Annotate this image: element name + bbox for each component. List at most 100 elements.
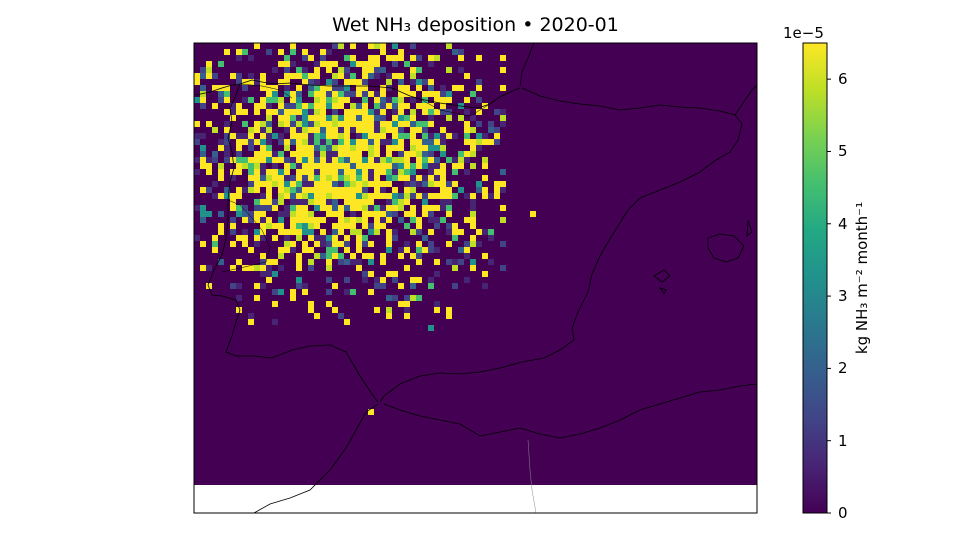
heatmap-cell xyxy=(410,91,416,97)
heatmap-cell xyxy=(296,217,302,223)
heatmap-cell xyxy=(218,91,224,97)
heatmap-cell xyxy=(248,187,254,193)
heatmap-cell xyxy=(296,205,302,211)
heatmap-cell xyxy=(314,79,320,85)
heatmap-cell xyxy=(236,259,242,265)
heatmap-cell xyxy=(374,187,380,193)
heatmap-cell xyxy=(458,187,464,193)
heatmap-cell xyxy=(284,229,290,235)
heatmap-cell xyxy=(326,175,332,181)
heatmap-cell xyxy=(470,139,476,145)
heatmap-cell xyxy=(338,157,344,163)
colorbar-tick-label: 2 xyxy=(838,359,848,378)
heatmap-cell xyxy=(332,247,338,253)
heatmap-cell xyxy=(266,277,272,283)
heatmap-cell xyxy=(380,283,386,289)
heatmap-cell xyxy=(392,115,398,121)
heatmap-cell xyxy=(236,295,242,301)
heatmap-cell xyxy=(374,223,380,229)
heatmap-cell xyxy=(254,265,260,271)
heatmap-cell xyxy=(236,133,242,139)
heatmap-cell xyxy=(224,97,230,103)
heatmap-cell xyxy=(404,199,410,205)
heatmap-cell xyxy=(440,187,446,193)
heatmap-cell xyxy=(254,283,260,289)
heatmap-cell xyxy=(362,205,368,211)
heatmap-cell xyxy=(428,205,434,211)
heatmap-cell xyxy=(440,193,446,199)
heatmap-cell xyxy=(398,85,404,91)
heatmap-cell xyxy=(290,289,296,295)
heatmap-cell xyxy=(200,157,206,163)
heatmap-cell xyxy=(434,157,440,163)
heatmap-cell xyxy=(374,307,380,313)
heatmap-cell xyxy=(314,67,320,73)
heatmap-cell xyxy=(224,187,230,193)
heatmap-cell xyxy=(260,175,266,181)
heatmap-cell xyxy=(338,181,344,187)
heatmap-cell xyxy=(296,163,302,169)
colorbar xyxy=(802,42,828,514)
heatmap-cell xyxy=(278,199,284,205)
heatmap-cell xyxy=(320,55,326,61)
heatmap-cell xyxy=(434,169,440,175)
heatmap-cell xyxy=(410,175,416,181)
heatmap-cell xyxy=(428,91,434,97)
heatmap-cell xyxy=(296,181,302,187)
heatmap-cell xyxy=(206,169,212,175)
heatmap-cell xyxy=(290,157,296,163)
heatmap-cell xyxy=(464,157,470,163)
heatmap-cell xyxy=(314,109,320,115)
heatmap-cell xyxy=(272,199,278,205)
heatmap-cell xyxy=(320,121,326,127)
heatmap-cell xyxy=(314,187,320,193)
heatmap-cell xyxy=(434,175,440,181)
heatmap-cell xyxy=(374,61,380,67)
heatmap-cell xyxy=(488,229,494,235)
heatmap-cell xyxy=(368,205,374,211)
heatmap-cell xyxy=(278,151,284,157)
heatmap-cell xyxy=(296,127,302,133)
heatmap-cell xyxy=(308,259,314,265)
heatmap-cell xyxy=(266,181,272,187)
heatmap-cell xyxy=(326,253,332,259)
heatmap-cell xyxy=(416,295,422,301)
heatmap-cell xyxy=(236,73,242,79)
heatmap-cell xyxy=(332,253,338,259)
heatmap-cell xyxy=(302,109,308,115)
heatmap-cell xyxy=(248,145,254,151)
heatmap-cell xyxy=(356,241,362,247)
heatmap-cell xyxy=(254,121,260,127)
heatmap-cell xyxy=(410,283,416,289)
heatmap-cell xyxy=(284,193,290,199)
heatmap-cell xyxy=(410,181,416,187)
heatmap-cell xyxy=(398,151,404,157)
heatmap-cell xyxy=(410,127,416,133)
heatmap-cell xyxy=(230,217,236,223)
heatmap-cell xyxy=(290,43,296,49)
heatmap-cell xyxy=(332,127,338,133)
heatmap-cell xyxy=(200,91,206,97)
heatmap-cell xyxy=(374,157,380,163)
heatmap-cell xyxy=(500,205,506,211)
heatmap-cell xyxy=(356,187,362,193)
heatmap-cell xyxy=(266,169,272,175)
heatmap-cell xyxy=(308,85,314,91)
heatmap-cell xyxy=(320,127,326,133)
heatmap-cell xyxy=(326,181,332,187)
heatmap-cell xyxy=(254,127,260,133)
heatmap-cell xyxy=(476,121,482,127)
heatmap-cell xyxy=(458,85,464,91)
heatmap-cell xyxy=(368,211,374,217)
heatmap-cell xyxy=(386,121,392,127)
heatmap-cell xyxy=(236,283,242,289)
heatmap-cell xyxy=(308,301,314,307)
heatmap-cell xyxy=(464,139,470,145)
heatmap-cell xyxy=(500,109,506,115)
heatmap-cell xyxy=(356,229,362,235)
heatmap-cell xyxy=(470,259,476,265)
heatmap-cell xyxy=(248,133,254,139)
heatmap-cell xyxy=(368,67,374,73)
heatmap-cell xyxy=(338,223,344,229)
heatmap-cell xyxy=(392,277,398,283)
